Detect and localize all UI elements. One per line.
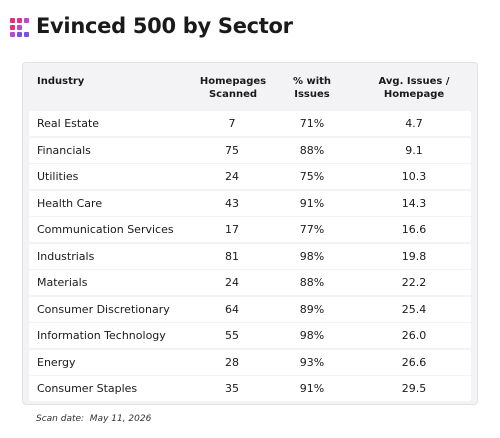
table-cell: 26.6 xyxy=(401,355,427,369)
table-cell: 93% xyxy=(299,355,325,369)
table-cell: 14.3 xyxy=(401,196,427,210)
table-cell: Information Technology xyxy=(37,329,166,342)
table-row: Real Estate 7 71% 4.7 xyxy=(29,111,471,136)
table-cell: 35 xyxy=(225,382,239,395)
table-row: Materials 24 88% 22.2 xyxy=(29,270,471,295)
table-cell: 9.1 xyxy=(405,143,423,157)
table-cell: 24 xyxy=(225,276,239,289)
table-row: Industrials 81 98% 19.8 xyxy=(29,243,471,269)
table-cell: 91% xyxy=(299,196,325,210)
table-row: Communication Services 17 77% 16.6 xyxy=(29,217,471,242)
table-cell: 24 xyxy=(225,170,239,183)
table-cell: Energy xyxy=(37,355,76,369)
table-cell: 10.3 xyxy=(401,170,427,183)
table-cell: 75% xyxy=(299,170,325,183)
table-row: Utilities 24 75% 10.3 xyxy=(29,164,471,189)
table-cell: 77% xyxy=(299,223,325,236)
table-row: Health Care 43 91% 14.3 xyxy=(29,190,471,216)
table-cell: 28 xyxy=(225,355,239,369)
table-cell: 22.2 xyxy=(401,276,427,289)
table-cell: 43 xyxy=(225,196,239,210)
table-cell: Real Estate xyxy=(37,117,100,130)
column-header: Industry xyxy=(37,76,85,87)
table-cell: 17 xyxy=(225,223,239,236)
logo xyxy=(10,18,29,37)
footnote: Scan date: May 11, 2026 xyxy=(36,414,152,424)
column-header: Homepages Scanned xyxy=(199,76,267,100)
table-cell: 4.7 xyxy=(405,117,423,130)
table-cell: Utilities xyxy=(37,170,79,183)
column-header: Avg. Issues / Homepage xyxy=(378,76,450,100)
table-cell: Materials xyxy=(37,276,88,289)
table-cell: Consumer Discretionary xyxy=(37,302,170,316)
table-cell: 25.4 xyxy=(401,302,427,316)
table-cell: Consumer Staples xyxy=(37,382,138,395)
table-cell: 19.8 xyxy=(401,249,427,263)
table-row: Energy 28 93% 26.6 xyxy=(29,349,471,375)
table-cell: 75 xyxy=(225,143,239,157)
table-row: Financials 75 88% 9.1 xyxy=(29,137,471,163)
table-cell: 91% xyxy=(299,382,325,395)
table-cell: 98% xyxy=(299,249,325,263)
table-cell: Health Care xyxy=(37,196,103,210)
table-cell: 71% xyxy=(299,117,325,130)
table-cell: 89% xyxy=(299,302,325,316)
table-cell: 29.5 xyxy=(401,382,427,395)
table-cell: 64 xyxy=(225,302,239,316)
title: Evinced 500 by Sector xyxy=(36,14,293,38)
table-cell: 98% xyxy=(299,329,325,342)
column-header: % with Issues xyxy=(292,76,332,100)
table-cell: 88% xyxy=(299,276,325,289)
table-cell: 7 xyxy=(228,117,236,130)
table-cell: 55 xyxy=(225,329,239,342)
table-row: Information Technology 55 98% 26.0 xyxy=(29,323,471,348)
table-cell: Communication Services xyxy=(37,223,174,236)
table-cell: 81 xyxy=(225,249,239,263)
table-row: Consumer Staples 35 91% 29.5 xyxy=(29,376,471,401)
table-cell: 26.0 xyxy=(401,329,427,342)
table-cell: 16.6 xyxy=(401,223,427,236)
table-cell: Financials xyxy=(37,143,91,157)
table-row: Consumer Discretionary 64 89% 25.4 xyxy=(29,296,471,322)
table-cell: Industrials xyxy=(37,249,95,263)
table: Industry Homepages Scanned % with Issues… xyxy=(22,62,478,405)
table-cell: 88% xyxy=(299,143,325,157)
